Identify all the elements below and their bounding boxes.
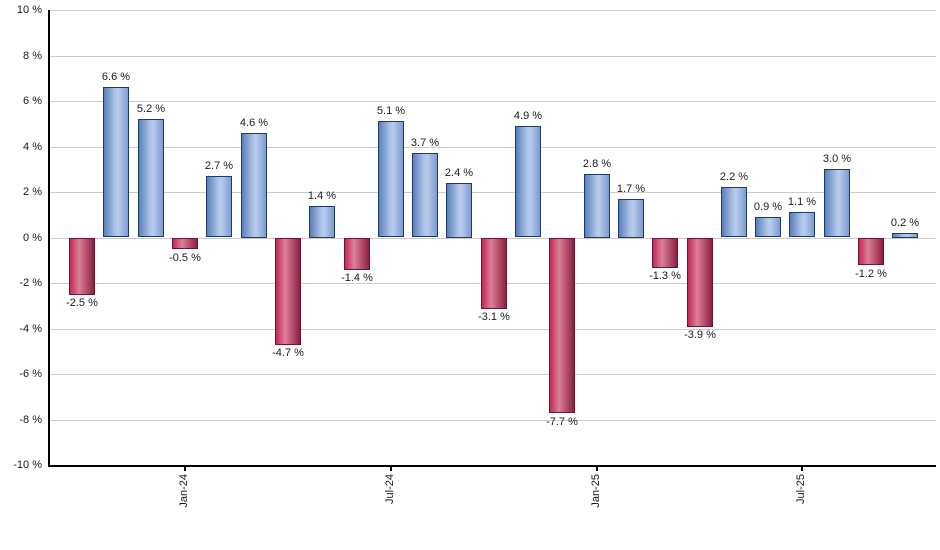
y-axis-line: [48, 10, 50, 467]
bar-value-label: 0.2 %: [890, 217, 920, 229]
bar: [858, 238, 884, 265]
y-axis-tick-label: 10 %: [16, 4, 42, 16]
bar: [549, 238, 575, 413]
bar-value-label: 1.4 %: [307, 190, 337, 202]
x-axis-tick: [184, 465, 186, 471]
gridline: [50, 374, 936, 375]
bar: [481, 238, 507, 309]
bar-value-label: 0.9 %: [753, 201, 783, 213]
y-axis-tick-label: -10 %: [13, 459, 42, 471]
y-axis-tick-label: -6 %: [19, 368, 42, 380]
gridline: [50, 329, 936, 330]
bar-value-label: 4.9 %: [513, 110, 543, 122]
bar-value-label: -7.7 %: [546, 416, 578, 428]
bar-value-label: 4.6 %: [239, 117, 269, 129]
bar-value-label: -3.1 %: [478, 311, 510, 323]
bar: [344, 238, 370, 270]
bar: [378, 121, 404, 237]
bar-value-label: -1.3 %: [649, 270, 681, 282]
gridline: [50, 420, 936, 421]
bar: [103, 87, 129, 237]
bar-value-label: 1.7 %: [616, 183, 646, 195]
bar: [309, 206, 335, 238]
x-axis-line: [48, 465, 936, 467]
bar: [892, 233, 918, 238]
y-axis-tick-label: 8 %: [23, 50, 42, 62]
y-axis-tick-label: -8 %: [19, 414, 42, 426]
bar-value-label: 2.7 %: [204, 160, 234, 172]
y-axis-tick-label: -4 %: [19, 323, 42, 335]
x-axis-tick-label: Jan-24: [178, 474, 190, 508]
x-axis-tick-label: Jul-25: [795, 474, 807, 504]
bar: [412, 153, 438, 237]
bar-value-label: 1.1 %: [787, 196, 817, 208]
bar-value-label: 5.2 %: [136, 103, 166, 115]
bar: [755, 217, 781, 237]
bar-value-label: 5.1 %: [376, 105, 406, 117]
bar: [206, 176, 232, 237]
gridline: [50, 101, 936, 102]
bar-value-label: -1.4 %: [341, 272, 373, 284]
bar: [275, 238, 301, 345]
gridline: [50, 10, 936, 11]
y-axis-tick-label: 0 %: [23, 232, 42, 244]
x-axis-tick: [801, 465, 803, 471]
y-axis-tick-label: -2 %: [19, 277, 42, 289]
gridline: [50, 147, 936, 148]
bar: [652, 238, 678, 268]
bar: [446, 183, 472, 238]
bar: [515, 126, 541, 237]
x-axis-tick: [596, 465, 598, 471]
y-axis-tick-label: 6 %: [23, 95, 42, 107]
x-axis-tick-label: Jan-25: [590, 474, 602, 508]
bar-value-label: -0.5 %: [169, 252, 201, 264]
bar-value-label: -4.7 %: [272, 347, 304, 359]
bar: [584, 174, 610, 238]
gridline: [50, 56, 936, 57]
x-axis-tick: [390, 465, 392, 471]
bar: [687, 238, 713, 327]
bar-value-label: -2.5 %: [66, 297, 98, 309]
bar: [172, 238, 198, 249]
x-axis-tick-label: Jul-24: [384, 474, 396, 504]
bar-value-label: -3.9 %: [684, 329, 716, 341]
bar: [138, 119, 164, 237]
bar-value-label: 3.0 %: [822, 153, 852, 165]
bar-value-label: 2.2 %: [719, 171, 749, 183]
bar: [69, 238, 95, 295]
bar-value-label: 3.7 %: [410, 137, 440, 149]
bar: [241, 133, 267, 238]
bar-value-label: 2.4 %: [444, 167, 474, 179]
bar-value-label: 6.6 %: [101, 71, 131, 83]
gridline: [50, 192, 936, 193]
bar: [789, 212, 815, 237]
y-axis-tick-label: 4 %: [23, 141, 42, 153]
bar: [721, 187, 747, 237]
y-axis-tick-label: 2 %: [23, 186, 42, 198]
bar-value-label: -1.2 %: [855, 268, 887, 280]
bar: [618, 199, 644, 238]
bar-value-label: 2.8 %: [582, 158, 612, 170]
bar: [824, 169, 850, 237]
